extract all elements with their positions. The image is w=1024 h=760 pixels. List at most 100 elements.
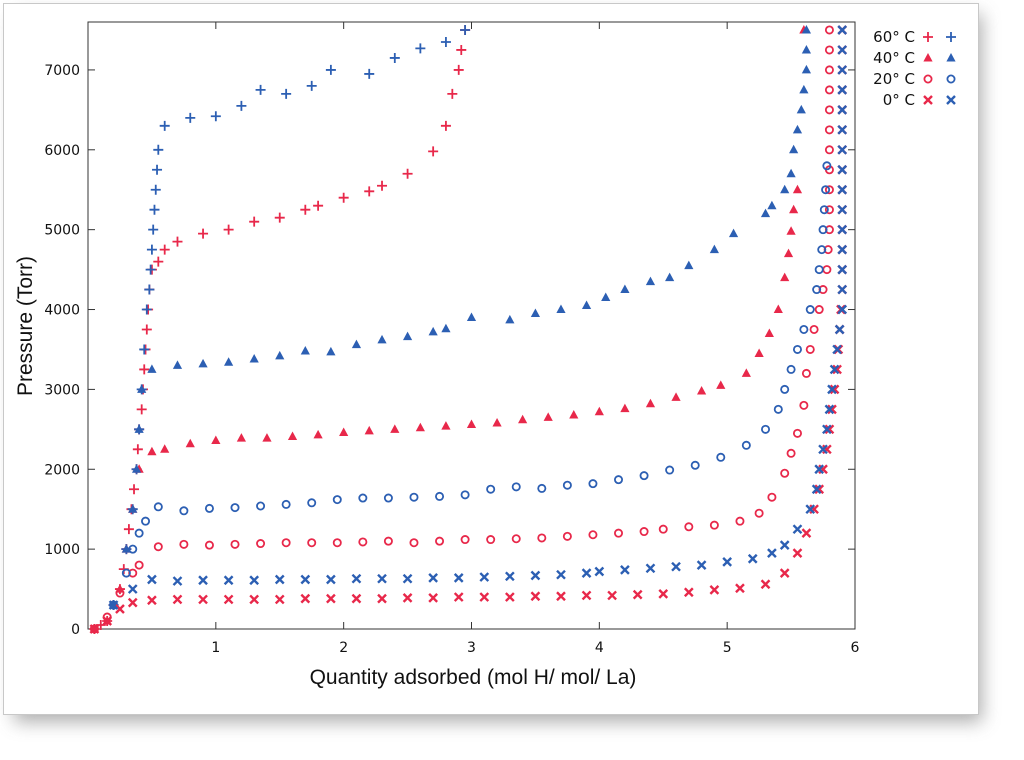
plus-mark — [136, 404, 147, 415]
x-mark — [274, 574, 285, 585]
x-mark — [115, 604, 125, 614]
point-60c-desorption — [281, 88, 292, 99]
triangle-mark — [697, 385, 707, 395]
point-20c-desorption — [665, 465, 675, 475]
point-0c-desorption — [837, 164, 848, 175]
point-0c-desorption — [837, 45, 848, 55]
point-20c-desorption — [537, 483, 547, 493]
point-40c-absorption — [569, 409, 579, 419]
point-20c-desorption — [817, 245, 827, 255]
triangle-mark — [466, 312, 477, 322]
triangle-mark — [300, 346, 310, 355]
point-20c-desorption — [256, 501, 266, 511]
point-0c-absorption — [351, 593, 362, 604]
point-20c-absorption — [332, 538, 342, 548]
x-mark — [709, 585, 720, 595]
plot-frame — [87, 21, 856, 630]
circle-mark — [824, 65, 834, 75]
point-20c-absorption — [824, 105, 834, 115]
circle-mark — [537, 533, 547, 543]
point-20c-absorption — [824, 185, 834, 195]
circle-mark — [179, 506, 189, 516]
point-0c-desorption — [837, 85, 848, 95]
point-20c-absorption — [486, 535, 496, 545]
point-60c-desorption — [141, 304, 152, 315]
plus-mark — [255, 84, 266, 95]
point-20c-desorption — [716, 452, 726, 462]
point-0c-desorption — [834, 324, 845, 335]
point-40c-absorption — [716, 380, 726, 389]
point-20c-absorption — [358, 537, 368, 547]
circle-mark — [814, 265, 824, 275]
x-mark — [479, 572, 490, 582]
point-0c-absorption — [102, 616, 113, 626]
point-0c-desorption — [811, 484, 822, 495]
x-mark — [581, 568, 592, 578]
point-40c-absorption — [620, 403, 630, 413]
x-mark — [837, 284, 848, 295]
x-mark — [428, 593, 438, 603]
point-20c-desorption — [281, 499, 291, 509]
point-0c-desorption — [172, 576, 183, 586]
plus-mark — [456, 44, 467, 55]
point-60c-absorption — [129, 484, 140, 495]
triangle-mark — [249, 354, 259, 363]
circle-mark — [204, 540, 214, 550]
circle-mark — [822, 265, 832, 275]
point-20c-absorption — [89, 624, 99, 634]
x-mark — [594, 566, 605, 577]
point-20c-absorption — [230, 539, 240, 549]
plus-mark — [149, 204, 160, 215]
circle-mark — [486, 535, 496, 545]
point-60c-desorption — [255, 84, 266, 95]
point-0c-absorption — [377, 593, 387, 604]
circle-mark — [141, 516, 151, 526]
plus-mark — [300, 204, 311, 215]
point-40c-absorption — [147, 446, 157, 456]
point-0c-desorption — [767, 548, 777, 558]
circle-mark — [773, 404, 783, 414]
circle-mark — [332, 495, 342, 505]
triangle-mark — [137, 384, 147, 393]
point-40c-absorption — [789, 204, 799, 214]
circle-mark — [735, 516, 745, 526]
point-20c-absorption — [134, 560, 144, 570]
point-40c-absorption — [780, 272, 790, 282]
triangle-mark — [799, 84, 809, 94]
circle-mark — [511, 534, 521, 544]
legend-marker-red-40c — [923, 53, 933, 62]
point-0c-desorption — [556, 569, 566, 580]
circle-mark — [562, 531, 572, 541]
point-0c-absorption — [829, 384, 840, 395]
triangle-mark — [131, 464, 142, 473]
plus-mark — [236, 100, 247, 111]
triangle-mark — [780, 184, 790, 194]
point-0c-desorption — [249, 575, 260, 586]
point-40c-absorption — [339, 427, 349, 437]
circle-mark — [153, 542, 163, 552]
point-0c-desorption — [300, 574, 311, 585]
x-mark — [351, 573, 362, 584]
point-0c-absorption — [581, 590, 592, 601]
x-mark — [792, 548, 803, 558]
circle-mark — [799, 400, 809, 410]
triangle-mark — [581, 300, 592, 310]
point-40c-desorption — [767, 200, 777, 210]
triangle-mark — [946, 53, 956, 62]
x-mark — [127, 584, 138, 594]
x-mark — [837, 124, 848, 135]
x-mark — [223, 594, 234, 605]
legend-marker-blue-20c — [946, 74, 956, 84]
x-mark — [837, 65, 848, 75]
x-mark — [172, 576, 183, 586]
plus-mark — [447, 88, 458, 99]
point-20c-desorption — [141, 516, 151, 526]
point-0c-absorption — [453, 592, 464, 602]
point-60c-desorption — [460, 24, 471, 35]
point-20c-desorption — [821, 185, 831, 195]
point-20c-desorption — [773, 404, 783, 414]
x-mark — [249, 575, 260, 586]
point-0c-absorption — [792, 548, 803, 558]
point-0c-absorption — [632, 589, 643, 600]
point-20c-desorption — [814, 265, 824, 275]
